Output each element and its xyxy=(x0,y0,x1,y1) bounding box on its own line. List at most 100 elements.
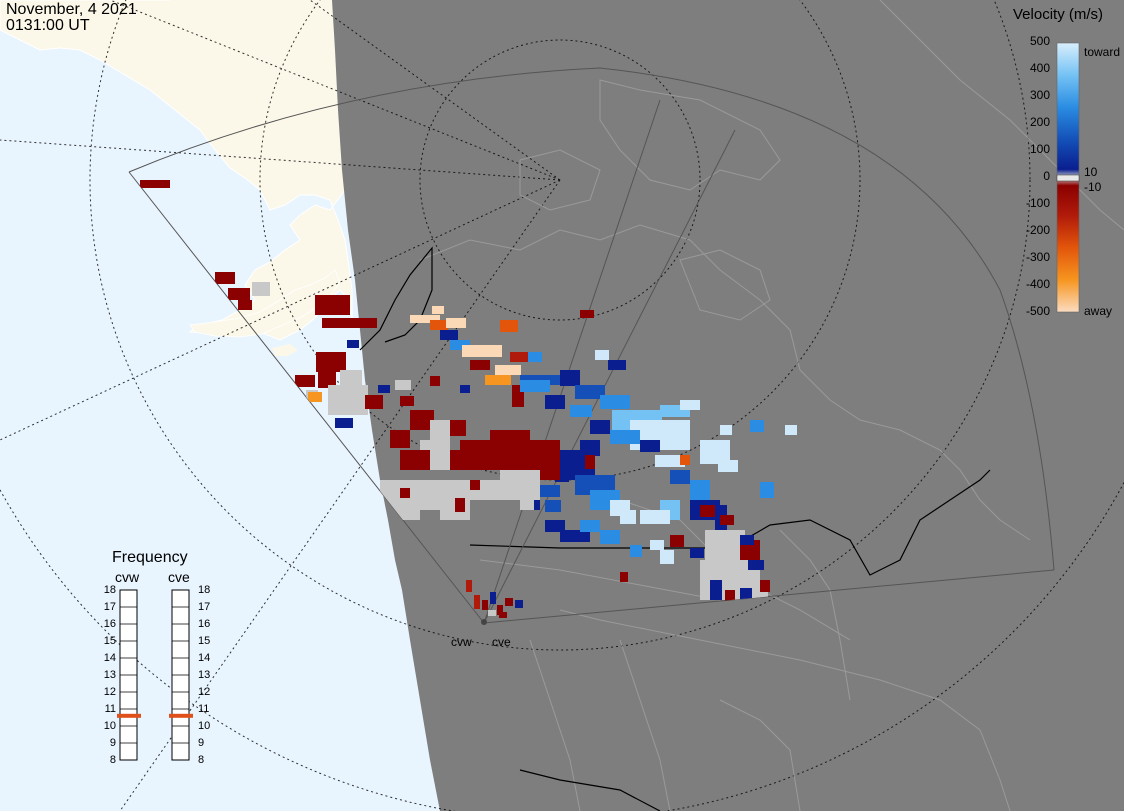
colorbar-tick: -500 xyxy=(1025,304,1050,318)
frequency-tick-cvw: 10 xyxy=(103,720,116,732)
colorbar-zero-band xyxy=(1056,174,1080,182)
scatter-cell xyxy=(520,498,534,510)
frequency-tick-cvw: 16 xyxy=(103,618,116,630)
scatter-cell xyxy=(785,425,797,435)
scatter-cell xyxy=(490,430,530,470)
scatter-cell xyxy=(328,385,368,415)
scatter-cell xyxy=(466,580,472,592)
colorbar-tick: -200 xyxy=(1025,223,1050,237)
scatter-cell xyxy=(580,520,600,532)
scatter-cell xyxy=(308,392,322,402)
scatter-cell xyxy=(720,425,732,435)
scatter-cell xyxy=(460,440,490,470)
scatter-cell xyxy=(505,598,513,606)
scatter-cell xyxy=(690,480,710,500)
scatter-cell xyxy=(545,500,561,512)
colorbar-small-negative: -10 xyxy=(1084,180,1102,194)
scatter-cell xyxy=(740,535,754,545)
colorbar-away-label: away xyxy=(1084,304,1113,318)
scatter-cell xyxy=(228,288,250,300)
frequency-marker-cve xyxy=(169,713,193,718)
scatter-cell xyxy=(700,505,716,517)
scatter-cell xyxy=(520,380,550,392)
scatter-cell xyxy=(510,352,528,362)
scatter-cell xyxy=(140,180,170,188)
scatter-cell xyxy=(440,330,458,340)
scatter-cell xyxy=(497,605,503,615)
scatter-cell xyxy=(718,460,738,472)
scatter-cell xyxy=(620,572,628,582)
frequency-label-cve: cve xyxy=(168,569,190,585)
frequency-tick-cve: 8 xyxy=(198,754,205,766)
plot-date: November, 4 2021 xyxy=(6,1,137,18)
scatter-cell xyxy=(545,395,565,409)
frequency-tick-cve: 16 xyxy=(198,618,211,630)
scatter-cell xyxy=(600,395,630,409)
scatter-cell xyxy=(347,340,359,348)
scatter-cell xyxy=(680,455,690,465)
scatter-cell xyxy=(545,520,565,532)
scatter-cell xyxy=(410,410,434,430)
scatter-cell xyxy=(560,370,580,386)
frequency-tick-cve: 12 xyxy=(198,686,211,698)
frequency-tick-cvw: 12 xyxy=(103,686,116,698)
scatter-cell xyxy=(488,610,496,616)
scatter-cell xyxy=(610,430,640,444)
colorbar-small-positive: 10 xyxy=(1084,165,1098,179)
scatter-cell xyxy=(620,510,636,524)
frequency-tick-cve: 10 xyxy=(198,720,211,732)
frequency-title: Frequency xyxy=(112,549,188,566)
scatter-cell xyxy=(655,455,685,467)
radar-site-marker xyxy=(481,619,487,625)
colorbar-tick: 200 xyxy=(1029,115,1050,129)
scatter-cell xyxy=(710,580,722,600)
frequency-tick-cvw: 11 xyxy=(104,703,116,715)
scatter-cell xyxy=(660,550,674,564)
scatter-cell xyxy=(446,318,466,328)
scatter-cell xyxy=(450,340,470,350)
scatter-cell xyxy=(650,540,664,550)
scatter-cell xyxy=(680,400,700,410)
frequency-tick-cve: 9 xyxy=(198,737,205,749)
scatter-cell xyxy=(482,600,488,610)
scatter-cell xyxy=(470,360,490,370)
radar-site-label-cvw: cvw xyxy=(451,635,472,649)
scatter-cell xyxy=(748,560,764,570)
scatter-cell xyxy=(670,470,690,484)
colorbar-toward-label: toward xyxy=(1084,45,1121,59)
scatter-cell xyxy=(470,480,480,490)
colorbar-tick: -300 xyxy=(1025,250,1050,264)
scatter-cell xyxy=(238,300,252,310)
frequency-tick-cve: 14 xyxy=(198,652,211,664)
scatter-cell xyxy=(640,510,670,524)
scatter-cell xyxy=(560,530,590,542)
frequency-tick-cvw: 8 xyxy=(109,754,116,766)
scatter-cell xyxy=(750,420,764,432)
colorbar-title: Velocity (m/s) xyxy=(1013,6,1104,23)
scatter-cell xyxy=(500,470,540,500)
scatter-cell xyxy=(575,385,605,399)
scatter-cell xyxy=(455,498,465,512)
frequency-tick-cve: 11 xyxy=(198,703,210,715)
scatter-cell xyxy=(430,420,450,440)
scatter-cell xyxy=(570,405,592,417)
colorbar-tick: 100 xyxy=(1029,142,1050,156)
colorbar-tick: 300 xyxy=(1029,88,1050,102)
frequency-tick-cvw: 14 xyxy=(103,652,116,664)
frequency-tick-cve: 18 xyxy=(198,584,211,596)
scatter-cell xyxy=(490,592,496,604)
scatter-cell xyxy=(474,595,480,609)
scatter-cell xyxy=(608,360,626,370)
scatter-cell xyxy=(410,315,440,323)
scatter-cell xyxy=(316,352,346,372)
scatter-cell xyxy=(515,600,523,608)
scatter-cell xyxy=(395,380,411,390)
colorbar-tick: 500 xyxy=(1029,34,1050,48)
scatter-cell xyxy=(252,282,270,296)
frequency-tick-cvw: 18 xyxy=(103,584,116,596)
colorbar-tick: 0 xyxy=(1043,169,1050,183)
scatter-cell xyxy=(720,515,734,525)
frequency-tick-cvw: 13 xyxy=(103,669,116,681)
scatter-cell xyxy=(390,430,410,448)
